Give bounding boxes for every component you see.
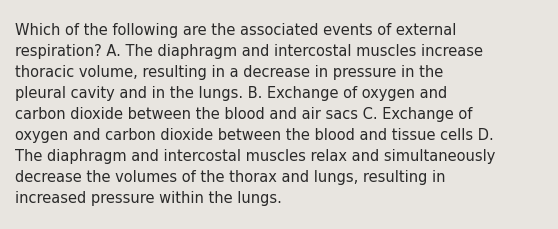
Text: Which of the following are the associated events of external
respiration? A. The: Which of the following are the associate… [15, 23, 496, 205]
